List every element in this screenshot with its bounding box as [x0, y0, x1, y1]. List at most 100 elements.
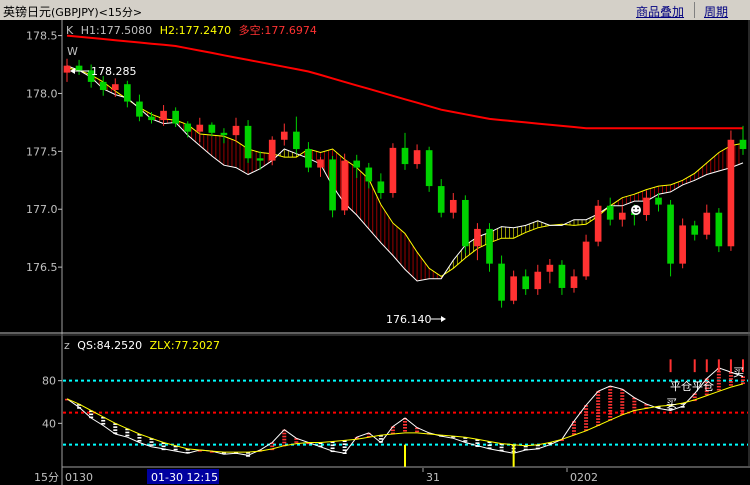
indicator-bar: [608, 392, 613, 394]
indicator-bar: [632, 406, 637, 409]
candle-body: [268, 139, 276, 161]
indicator-bar: [572, 430, 576, 432]
indicator-bar: [113, 429, 118, 431]
high-arrow-head: [70, 68, 75, 74]
indicator-bar: [451, 436, 456, 438]
candle-body: [99, 81, 107, 90]
indicator-bar: [728, 378, 733, 380]
indicator-bar: [89, 413, 94, 416]
candle-body: [280, 131, 288, 140]
candle-body: [293, 131, 300, 150]
candle-body: [474, 228, 481, 247]
candle-body: [220, 132, 228, 136]
candle-body: [643, 197, 650, 216]
candle-body: [425, 150, 433, 187]
indicator-bar: [584, 423, 589, 425]
indicator-bar: [596, 412, 601, 414]
indicator-bar: [403, 424, 407, 426]
indicator-bar: [596, 397, 601, 399]
indicator-bar: [113, 432, 118, 434]
indicator-bar: [716, 382, 721, 385]
indicator-bar: [668, 405, 673, 407]
indicator-bar: [716, 373, 721, 376]
indicator-bar: [620, 413, 625, 415]
indicator-bar: [246, 452, 251, 454]
indicator-bar: [499, 446, 504, 449]
candle-body: [655, 197, 662, 205]
indicator-bar: [596, 406, 601, 408]
indicator-bar: [608, 389, 613, 391]
indicator-bar: [137, 437, 142, 439]
legend-k: K: [66, 24, 74, 37]
high-annotation: 178.285: [70, 65, 137, 78]
indicator-bar: [342, 443, 347, 445]
candle-body: [558, 264, 566, 288]
indicator-bar: [680, 406, 685, 408]
y-tick-label: 177.5: [26, 145, 58, 158]
candle-body: [715, 212, 723, 247]
indicator-bar: [318, 442, 323, 445]
low-label: 176.140: [386, 313, 432, 326]
candle-body: [546, 264, 554, 272]
indicator-bar: [620, 395, 625, 397]
indicator-bar: [390, 429, 395, 432]
indicator-bar: [499, 449, 504, 452]
candle-body: [329, 159, 336, 211]
indicator-bar: [475, 442, 480, 444]
indicator-bar: [499, 443, 504, 446]
buy-signal-label-1: 买: [733, 366, 744, 379]
candle-body: [679, 225, 686, 264]
indicator-bar: [270, 445, 275, 448]
cursor-time-box[interactable]: [147, 469, 219, 484]
indicator-bar: [415, 430, 420, 433]
indicator-bar: [270, 442, 275, 445]
y-tick-label: 178.5: [26, 30, 58, 43]
y-tick-label: 40: [42, 417, 56, 430]
indicator-bar: [704, 387, 709, 390]
indicator-bar: [584, 429, 589, 431]
close-signal-label: 平仓平仓: [670, 379, 714, 393]
indicator-bar: [415, 427, 420, 430]
indicator-bar: [185, 448, 190, 451]
indicator-bar: [342, 440, 347, 442]
indicator-bar: [390, 432, 395, 435]
indicator-bar: [149, 441, 154, 443]
indicator-bar: [596, 409, 601, 411]
indicator-bar: [137, 434, 142, 436]
chart-title: 英镑日元(GBPJPY)<15分>: [3, 3, 142, 20]
indicator-bar: [716, 388, 721, 391]
indicator-bar: [668, 408, 673, 410]
indicator-bar: [403, 418, 407, 420]
candle-body: [510, 276, 517, 301]
legend-qs: QS:84.2520: [77, 339, 142, 352]
indicator-bar: [620, 410, 625, 412]
indicator-panel: [63, 359, 748, 467]
indicator-bar: [704, 390, 709, 393]
candle-body: [739, 139, 747, 150]
candle-body: [691, 225, 699, 235]
indicator-bar: [89, 410, 94, 413]
candle-body: [111, 84, 119, 90]
indicator-bar: [487, 444, 492, 447]
indicator-bar: [741, 382, 745, 384]
chart-frame: [0, 20, 750, 468]
candle-body: [124, 84, 131, 102]
indicator-bar: [741, 376, 745, 378]
indicator-bar: [596, 391, 601, 393]
indicator-bar: [620, 389, 625, 391]
candle-body: [413, 150, 421, 165]
indicator-bar: [596, 403, 601, 405]
overlay-button[interactable]: 商品叠加: [636, 5, 685, 19]
indicator-bar: [282, 429, 287, 432]
indicator-bar: [716, 385, 721, 388]
indicator-bar: [547, 442, 552, 445]
period-button[interactable]: 周期: [704, 5, 729, 19]
smiley-icon: [631, 205, 641, 215]
indicator-bar: [149, 444, 154, 446]
candle-body: [377, 181, 385, 194]
indicator-bar: [294, 441, 299, 443]
indicator-bar: [632, 397, 637, 400]
indicator-bar: [306, 442, 311, 445]
indicator-bar: [463, 440, 468, 442]
indicator-bar: [173, 445, 178, 448]
